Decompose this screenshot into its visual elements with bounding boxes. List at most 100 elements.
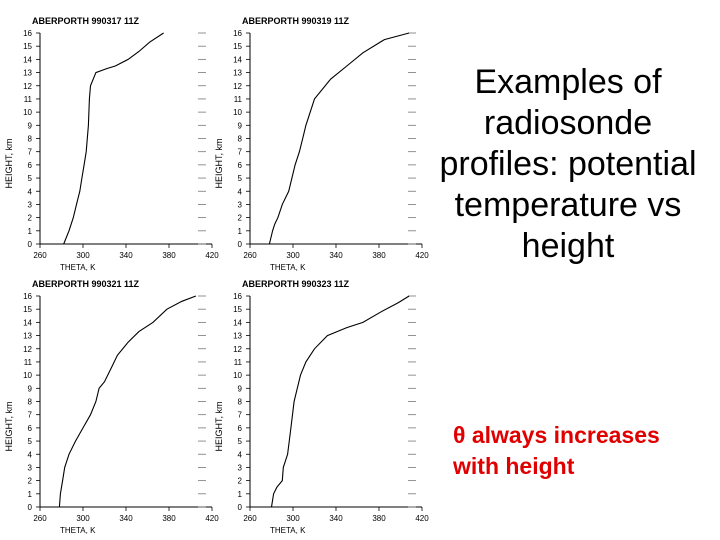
y-tick-label: 4 [238,187,243,196]
chart-title: ABERPORTH 990323 11Z [242,279,350,289]
y-tick-label: 12 [233,345,242,354]
theta-profile-line [58,295,197,508]
y-tick-label: 11 [24,95,33,104]
x-tick-label: 340 [119,514,133,523]
y-tick-label: 9 [28,384,33,393]
y-tick-label: 10 [233,108,242,117]
chart-title: ABERPORTH 990321 11Z [32,279,140,289]
y-tick-label: 13 [233,69,242,78]
y-tick-label: 11 [24,358,33,367]
slide-title: Examples of radiosonde profiles: potenti… [439,63,697,265]
y-tick-label: 6 [238,424,243,433]
theta-profile-line [268,32,410,245]
x-tick-label: 260 [33,514,47,523]
x-tick-label: 260 [33,251,47,260]
y-tick-label: 1 [28,490,33,499]
x-tick-label: 300 [76,514,90,523]
y-tick-label: 8 [28,398,33,407]
theta-profile-line [270,295,410,508]
y-tick-label: 12 [23,345,32,354]
y-tick-label: 2 [238,477,243,486]
y-tick-label: 7 [238,411,243,420]
y-tick-label: 5 [28,437,33,446]
y-tick-label: 0 [238,503,243,512]
y-tick-label: 6 [28,161,33,170]
y-tick-label: 6 [28,424,33,433]
x-tick-label: 420 [205,251,219,260]
y-tick-label: 16 [23,29,32,38]
y-axis-label: HEIGHT, km [4,401,14,451]
x-axis-label: THETA, K [60,526,96,535]
chart-title: ABERPORTH 990319 11Z [242,16,350,26]
y-tick-label: 0 [28,503,33,512]
y-tick-label: 3 [28,200,33,209]
y-axis-label: HEIGHT, km [214,138,224,188]
y-tick-label: 3 [238,200,243,209]
x-tick-label: 380 [372,514,386,523]
y-tick-label: 1 [28,227,33,236]
chart-title: ABERPORTH 990317 11Z [32,16,140,26]
y-tick-label: 15 [233,42,242,51]
y-tick-label: 11 [234,95,243,104]
y-tick-label: 12 [233,82,242,91]
y-tick-label: 4 [28,450,33,459]
x-tick-label: 260 [243,514,257,523]
y-tick-label: 10 [23,108,32,117]
x-tick-label: 420 [205,514,219,523]
y-tick-label: 10 [23,371,32,380]
x-tick-label: 300 [286,514,300,523]
y-tick-label: 2 [28,477,33,486]
y-tick-label: 14 [233,318,242,327]
y-tick-label: 1 [238,227,243,236]
y-tick-label: 8 [238,135,243,144]
slide-note: θ always increases with height [453,422,660,479]
y-axis-label: HEIGHT, km [4,138,14,188]
y-tick-label: 3 [28,463,33,472]
y-tick-label: 0 [238,240,243,249]
y-tick-label: 3 [238,463,243,472]
y-tick-label: 7 [28,148,33,157]
y-tick-label: 9 [238,384,243,393]
y-tick-label: 9 [238,121,243,130]
y-tick-label: 14 [233,55,242,64]
y-tick-label: 8 [28,135,33,144]
x-axis-label: THETA, K [60,263,96,272]
y-tick-label: 10 [233,371,242,380]
y-tick-label: 13 [23,69,32,78]
y-tick-label: 0 [28,240,33,249]
y-tick-label: 5 [28,174,33,183]
y-tick-label: 14 [23,55,32,64]
y-tick-label: 5 [238,174,243,183]
theta-profile-line [63,32,164,245]
y-tick-label: 7 [238,148,243,157]
y-tick-label: 15 [23,42,32,51]
y-tick-label: 13 [23,332,32,341]
y-tick-label: 2 [28,214,33,223]
x-tick-label: 340 [329,251,343,260]
x-tick-label: 340 [119,251,133,260]
x-axis-label: THETA, K [270,526,306,535]
x-tick-label: 380 [372,251,386,260]
y-tick-label: 15 [23,305,32,314]
x-tick-label: 420 [415,251,429,260]
y-tick-label: 11 [234,358,243,367]
y-tick-label: 2 [238,214,243,223]
x-tick-label: 380 [162,514,176,523]
y-tick-label: 12 [23,82,32,91]
y-tick-label: 15 [233,305,242,314]
x-tick-label: 420 [415,514,429,523]
y-tick-label: 16 [233,292,242,301]
x-tick-label: 300 [76,251,90,260]
y-tick-label: 4 [238,450,243,459]
x-tick-label: 380 [162,251,176,260]
y-tick-label: 4 [28,187,33,196]
x-tick-label: 260 [243,251,257,260]
x-tick-label: 300 [286,251,300,260]
y-tick-label: 16 [233,29,242,38]
y-tick-label: 7 [28,411,33,420]
y-axis-label: HEIGHT, km [214,401,224,451]
